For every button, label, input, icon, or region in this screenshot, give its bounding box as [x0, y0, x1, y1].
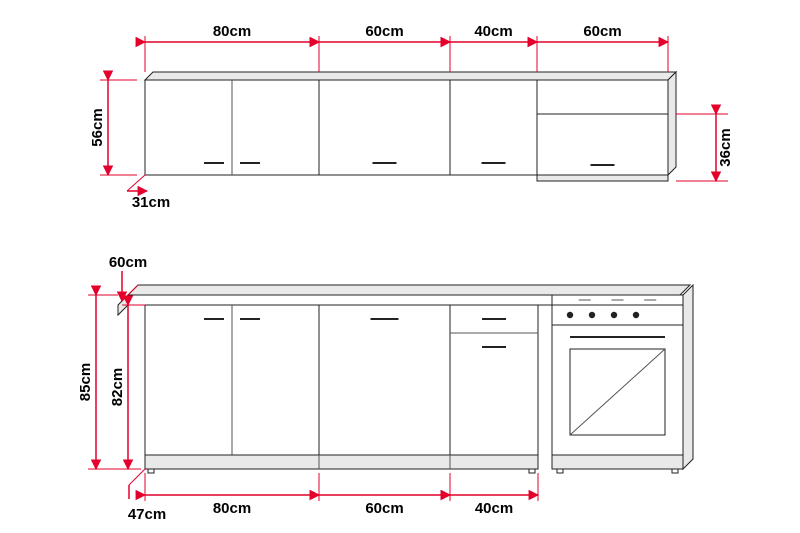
base-unit	[450, 305, 538, 455]
oven-knob	[589, 312, 595, 318]
oven-knob	[633, 312, 639, 318]
base-depth-label: 47cm	[128, 506, 166, 523]
upper-w2-label: 40cm	[474, 23, 512, 40]
oven-plinth	[552, 455, 683, 469]
base-w0-label: 80cm	[213, 500, 251, 517]
countertop	[128, 295, 552, 305]
base-h85-label: 85cm	[77, 363, 94, 401]
upper-unit	[319, 80, 450, 175]
base-unit	[319, 305, 450, 455]
base-w2-label: 40cm	[475, 500, 513, 517]
ext-line	[127, 175, 145, 191]
range-side-band	[683, 285, 693, 469]
upper-side-band	[668, 72, 676, 175]
oven-knob	[567, 312, 573, 318]
foot	[557, 469, 563, 473]
upper-h56-label: 56cm	[89, 108, 106, 146]
upper-w0-label: 80cm	[213, 23, 251, 40]
foot	[529, 469, 535, 473]
upper-filler	[537, 80, 668, 114]
ext-line	[129, 469, 145, 485]
foot	[148, 469, 154, 473]
upper-top-band	[145, 72, 676, 80]
upper-h36-label: 36cm	[717, 128, 734, 166]
foot	[672, 469, 678, 473]
counter-depth-label: 60cm	[109, 254, 147, 271]
upper-short-lip	[537, 175, 668, 181]
upper-unit	[450, 80, 537, 175]
upper-w3-label: 60cm	[583, 23, 621, 40]
upper-depth-label: 31cm	[132, 194, 170, 211]
base-w1-label: 60cm	[365, 500, 403, 517]
base-h82-label: 82cm	[109, 368, 126, 406]
oven-knob	[611, 312, 617, 318]
upper-w1-label: 60cm	[365, 23, 403, 40]
counter-top-band	[128, 285, 690, 295]
plinth	[145, 455, 538, 469]
